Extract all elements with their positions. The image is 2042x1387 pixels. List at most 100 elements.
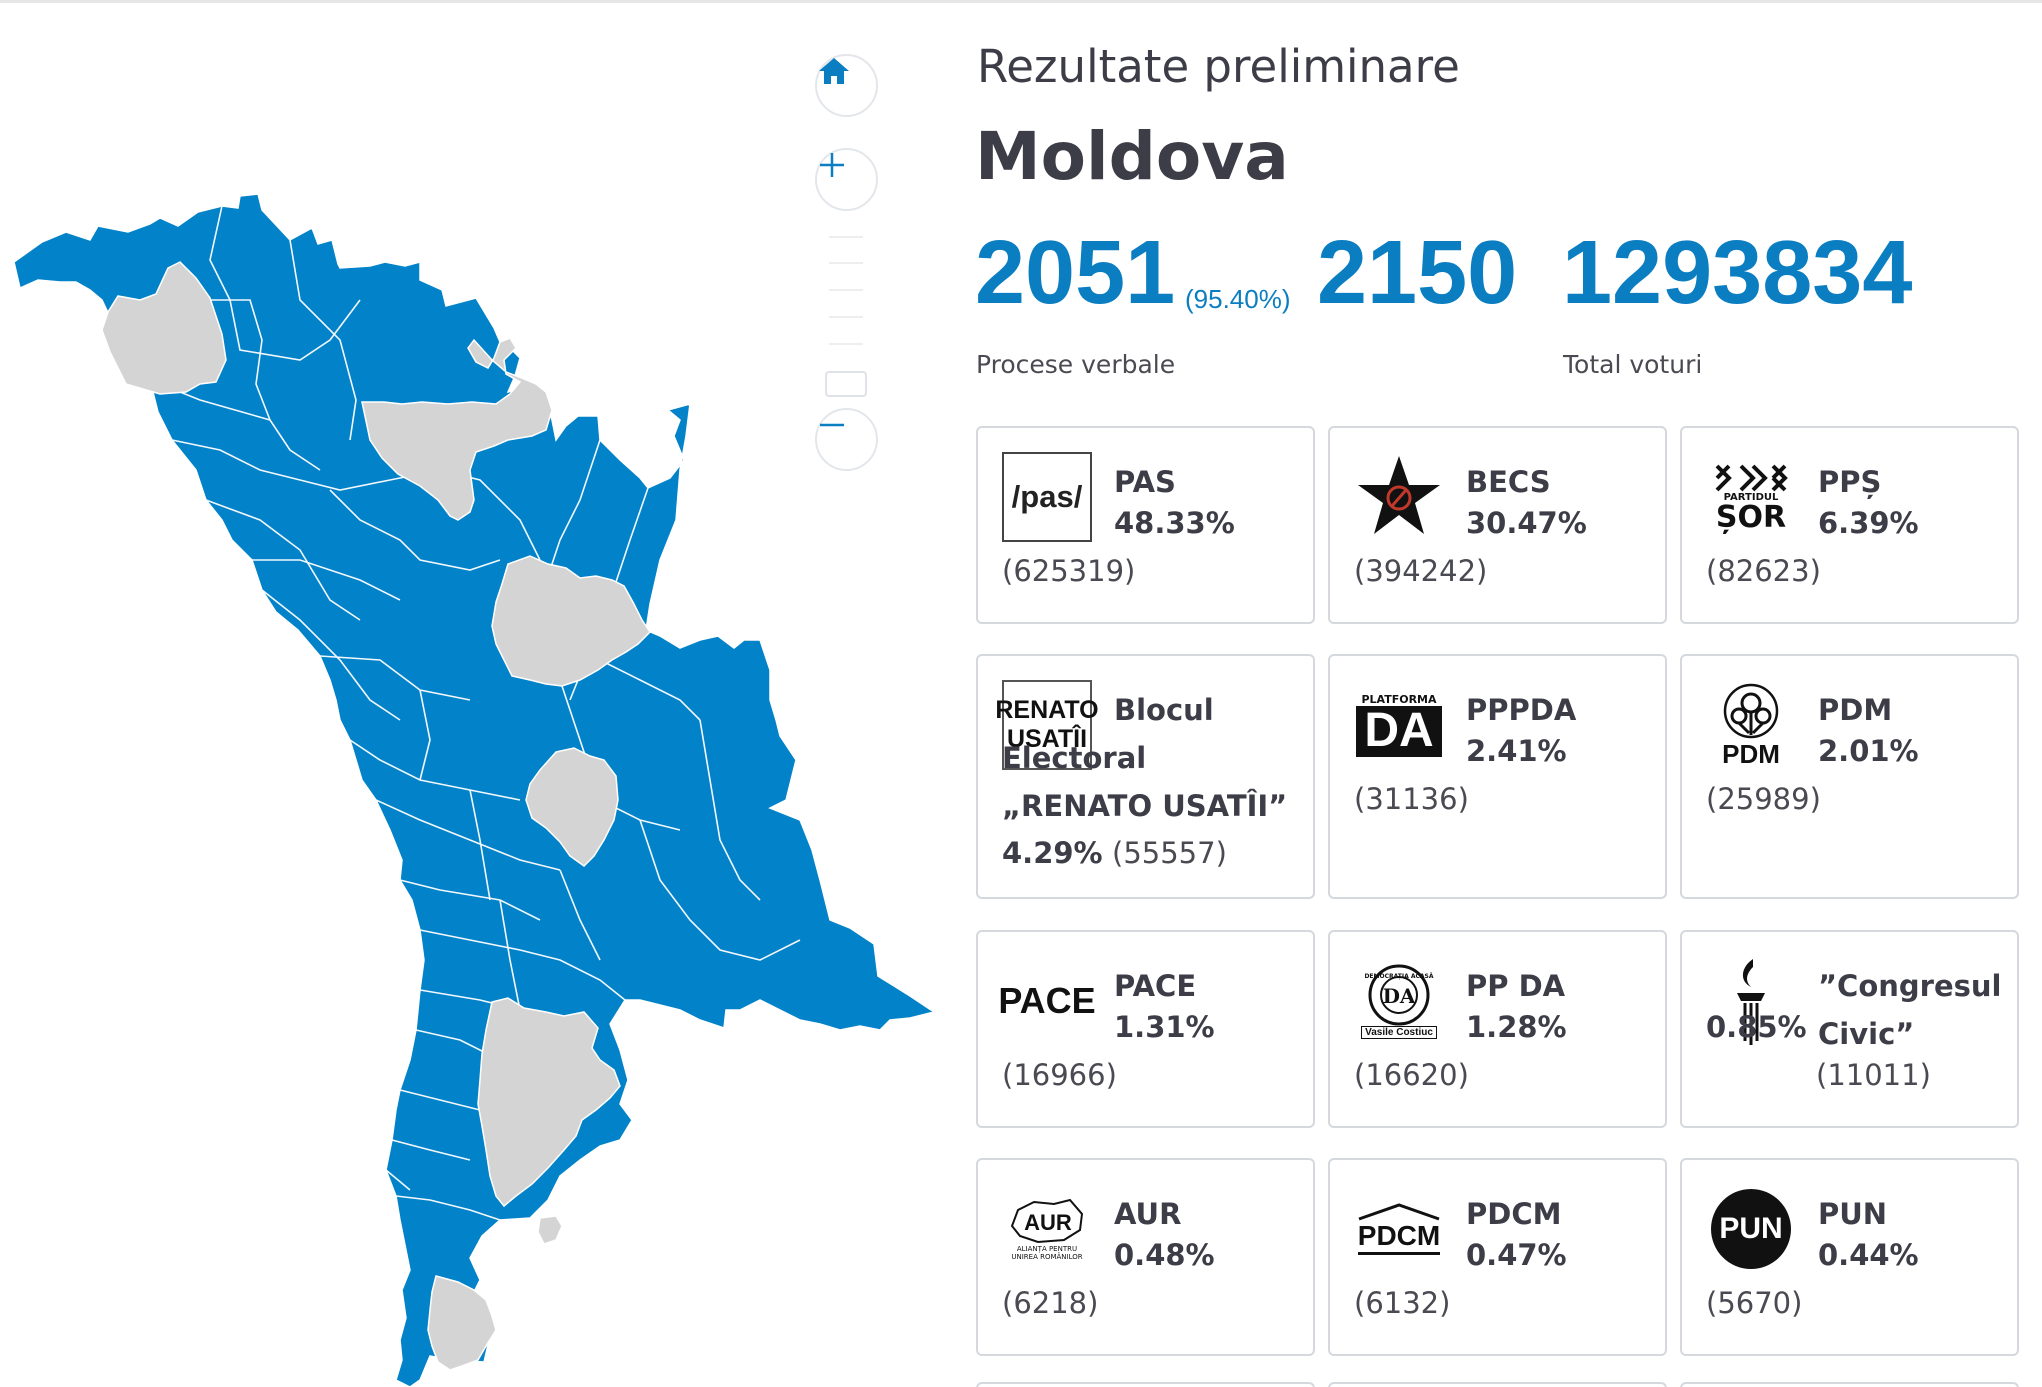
party-percent: 1.28% [1466, 1010, 1567, 1044]
pun-logo: PUN [1706, 1184, 1796, 1274]
party-name: BECS [1466, 465, 1551, 499]
page-subtitle: Rezultate preliminare [977, 40, 1460, 93]
party-votes: (625319) [1002, 554, 1136, 588]
zoom-tick[interactable] [829, 316, 863, 318]
party-card-renato-usatii[interactable]: RENATO USATÎI Blocul Electoral „RENATO U… [976, 654, 1315, 899]
party-votes: (5670) [1706, 1286, 1803, 1320]
party-votes: (16620) [1354, 1058, 1469, 1092]
map-region [525, 747, 619, 867]
aur-logo: AUR ALIANȚA PENTRU UNIREA ROMÂNILOR [1002, 1184, 1092, 1274]
pdcm-logo: PDCM [1354, 1184, 1444, 1274]
party-name: PPPDA [1466, 693, 1577, 727]
plus-icon [820, 153, 844, 177]
rose-icon [1723, 683, 1779, 739]
party-votes: (82623) [1706, 554, 1821, 588]
party-votes: (6132) [1354, 1286, 1451, 1320]
protocols-processed: 2051 [975, 223, 1176, 323]
party-card-pppda[interactable]: PLATFORMA DA PPPDA 2.41% (31136) [1328, 654, 1667, 899]
page-title: Moldova [975, 118, 1289, 195]
party-name: PDCM [1466, 1197, 1562, 1231]
becs-logo [1354, 452, 1444, 542]
party-percent: 30.47% [1466, 506, 1587, 540]
party-votes: (31136) [1354, 782, 1469, 816]
party-percent: 0.85% [1706, 1010, 1807, 1044]
party-name: PAS [1114, 465, 1176, 499]
party-percent: 0.44% [1818, 1238, 1919, 1272]
party-percent: 0.48% [1114, 1238, 1215, 1272]
party-name: PUN [1818, 1197, 1888, 1231]
seal-icon: DEMOCRAȚIA ACASĂ DA [1364, 964, 1434, 1025]
party-card-pps[interactable]: PARTIDUL ȘOR PPȘ 6.39% (82623) [1680, 426, 2019, 624]
party-votes: (394242) [1354, 554, 1488, 588]
party-percent: 48.33% [1114, 506, 1235, 540]
map-region [491, 555, 651, 687]
pas-logo: /pas/ [1002, 452, 1092, 542]
zoom-tick[interactable] [829, 236, 863, 238]
results-map [0, 0, 940, 1387]
zoom-tick[interactable] [829, 262, 863, 264]
party-card-aur[interactable]: AUR ALIANȚA PENTRU UNIREA ROMÂNILOR AUR … [976, 1158, 1315, 1356]
party-votes: (25989) [1706, 782, 1821, 816]
party-percent: 2.41% [1466, 734, 1567, 768]
total-votes: 1293834 [1562, 223, 1913, 323]
sor-logo: PARTIDUL ȘOR [1706, 452, 1796, 542]
map-home-button[interactable] [815, 54, 878, 117]
svg-text:AUR: AUR [1024, 1210, 1072, 1235]
party-percent: 4.29% [1002, 836, 1103, 870]
party-card-pp-da[interactable]: DEMOCRAȚIA ACASĂ DA Vasile Costiuc PP DA… [1328, 930, 1667, 1128]
moldova-map [13, 193, 936, 1387]
grey-districts[interactable] [101, 261, 651, 1371]
map-region [361, 337, 553, 521]
democratia-acasa-logo: DEMOCRAȚIA ACASĂ DA Vasile Costiuc [1354, 956, 1444, 1046]
aur-map-icon: AUR [1010, 1199, 1084, 1244]
party-card-next[interactable] [1328, 1382, 1667, 1387]
party-card-pace[interactable]: PACE PACE 1.31% (16966) [976, 930, 1315, 1128]
protocols-label: Procese verbale [976, 350, 1176, 379]
protocols-percent: (95.40%) [1185, 284, 1291, 314]
protocols-total: 2150 [1317, 223, 1518, 323]
pdm-logo: PDM [1706, 680, 1796, 770]
party-card-next[interactable] [976, 1382, 1315, 1387]
map-region [427, 1275, 497, 1371]
party-card-pdcm[interactable]: PDCM PDCM 0.47% (6132) [1328, 1158, 1667, 1356]
party-votes: (11011) [1816, 1058, 1931, 1092]
party-votes: (6218) [1002, 1286, 1099, 1320]
party-name: PP DA [1466, 969, 1566, 1003]
minus-icon [820, 423, 844, 427]
home-icon [819, 58, 849, 84]
zoom-tick[interactable] [829, 289, 863, 291]
zoom-tick[interactable] [829, 343, 863, 345]
party-name: AUR [1114, 1197, 1182, 1231]
zoom-slider-handle[interactable] [825, 371, 867, 397]
map-region [101, 261, 227, 395]
party-percent: 1.31% [1114, 1010, 1215, 1044]
party-card-pdm[interactable]: PDM PDM 2.01% (25989) [1680, 654, 2019, 899]
party-votes: (16966) [1002, 1058, 1117, 1092]
map-region [537, 1215, 563, 1245]
pace-logo: PACE [998, 980, 1096, 1021]
ornament-icon [1715, 464, 1788, 491]
party-card-pas[interactable]: /pas/ PAS 48.33% (625319) [976, 426, 1315, 624]
party-card-becs[interactable]: BECS 30.47% (394242) [1328, 426, 1667, 624]
zoom-in-button[interactable] [815, 148, 878, 211]
party-votes: (55557) [1112, 836, 1227, 870]
party-name: PDM [1818, 693, 1893, 727]
party-percent: 6.39% [1818, 506, 1919, 540]
party-name: ”Congresul Civic” [1818, 969, 2002, 1051]
party-name: PPȘ [1818, 465, 1882, 499]
party-name: Blocul Electoral „RENATO USATÎI” [1002, 693, 1288, 823]
party-card-pun[interactable]: PUN PUN 0.44% (5670) [1680, 1158, 2019, 1356]
map-region [477, 997, 621, 1208]
roof-icon [1358, 1203, 1440, 1221]
zoom-out-button[interactable] [815, 408, 878, 471]
party-name: PACE [1114, 969, 1197, 1003]
top-divider [0, 0, 2042, 3]
svg-text:DEMOCRAȚIA ACASĂ: DEMOCRAȚIA ACASĂ [1364, 973, 1433, 980]
votes-label: Total voturi [1563, 350, 1703, 379]
party-card-next[interactable] [1680, 1382, 2019, 1387]
party-percent: 2.01% [1818, 734, 1919, 768]
party-percent: 0.47% [1466, 1238, 1567, 1272]
torch-icon [1737, 959, 1765, 1045]
party-card-congresul-civic[interactable]: ”Congresul Civic” 0.85% (11011) [1680, 930, 2019, 1128]
svg-text:DA: DA [1383, 984, 1416, 1008]
